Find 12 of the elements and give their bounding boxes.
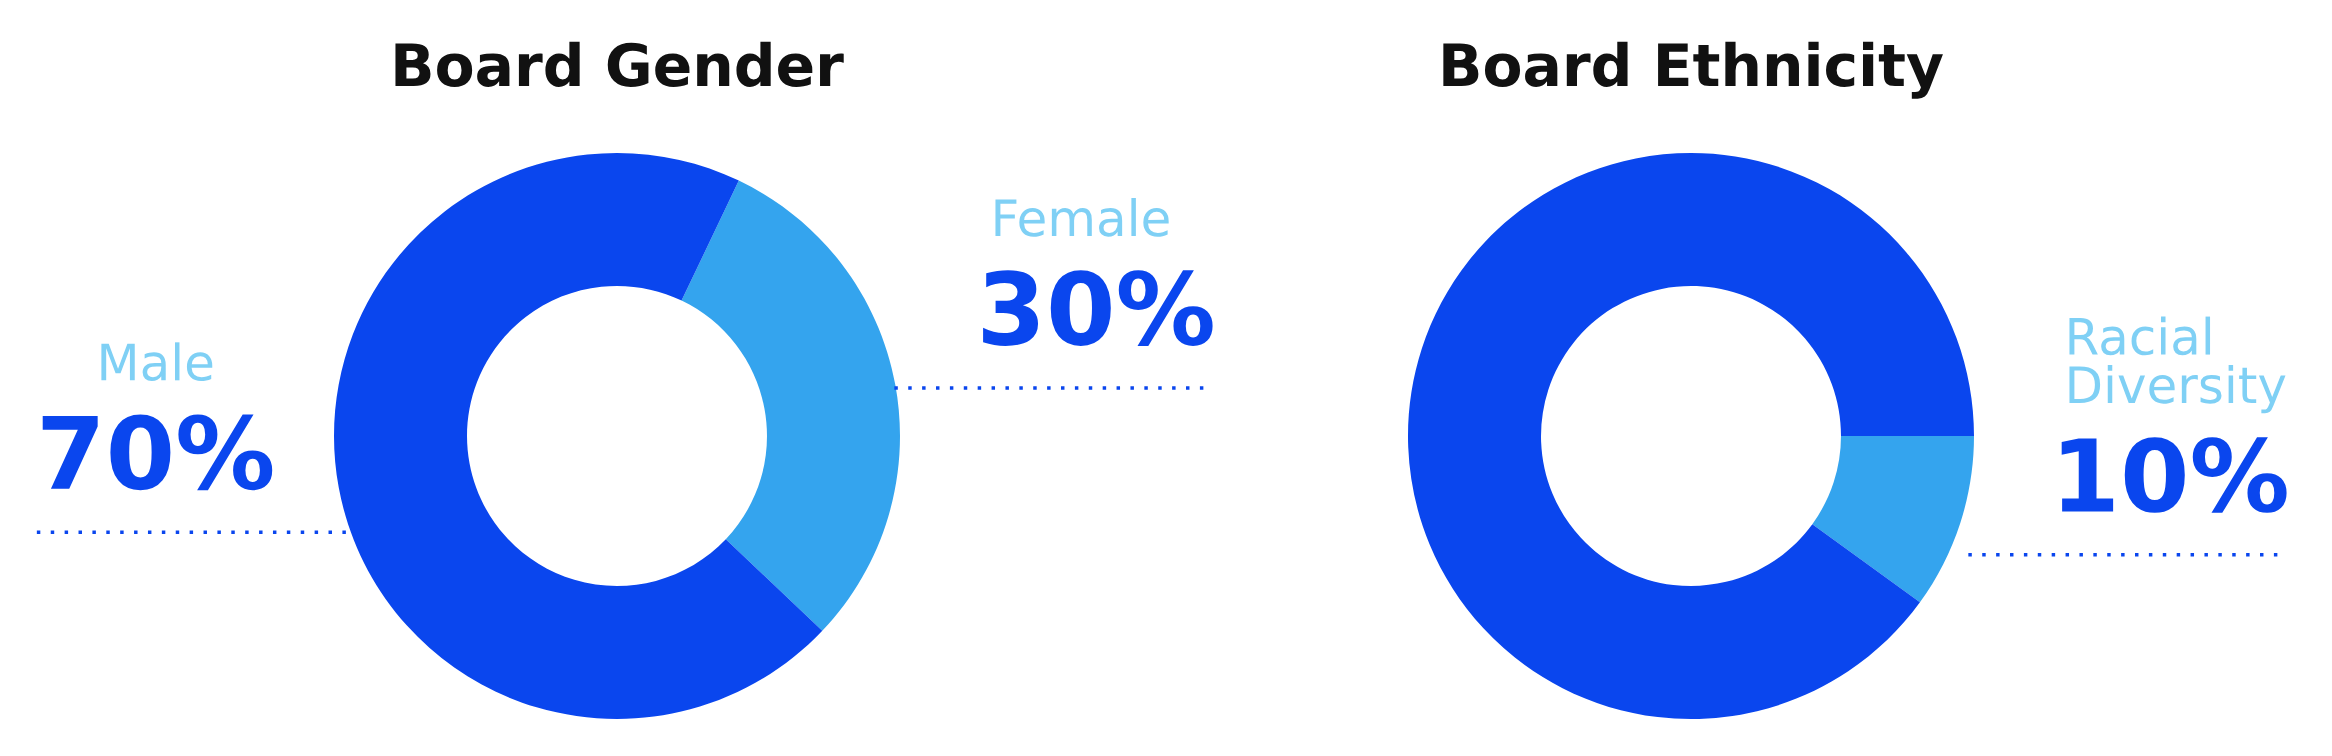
data-label: 10%: [2061, 437, 2287, 513]
donut-slice: [1408, 153, 1974, 719]
donut-slice: [681, 180, 900, 631]
data-label: 30%: [983, 270, 1213, 346]
slice-label: Male: [101, 342, 213, 382]
donut-slice: [1812, 436, 1974, 603]
chart-title: Board Gender: [395, 41, 844, 87]
chart-title: Board Ethnicity: [1443, 41, 1943, 99]
donut-slice: [334, 153, 823, 719]
slice-label: Racial Diversity: [2069, 316, 2286, 414]
data-label: 70%: [42, 414, 273, 491]
slice-label: Female: [995, 198, 1169, 237]
